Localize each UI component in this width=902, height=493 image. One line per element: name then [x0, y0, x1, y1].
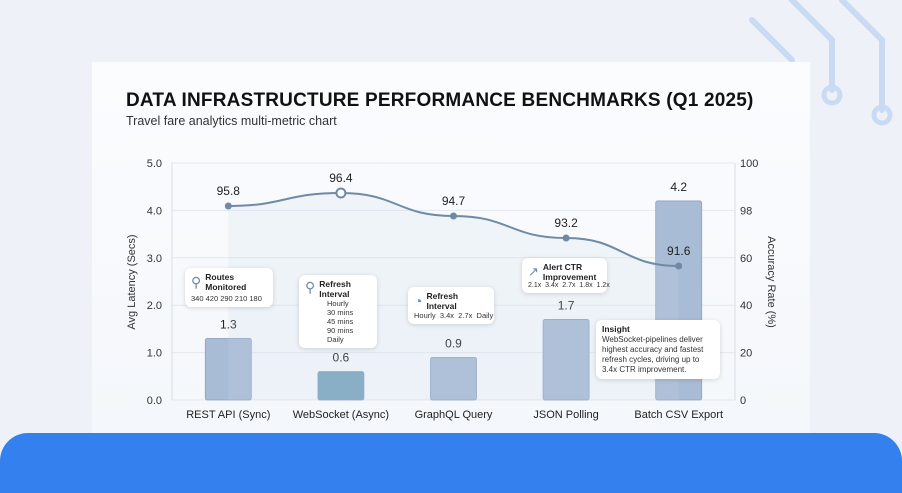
y-tick-label: 5.0 — [147, 158, 162, 170]
refresh-interval-tooltip: ⚲ Refresh Interval Hourly 30 mins 45 mins… — [299, 275, 377, 348]
line-point — [450, 212, 457, 220]
bar-value-label: 0.9 — [445, 336, 462, 350]
bar-value-label: 1.3 — [220, 317, 237, 331]
bar-value-label: 1.7 — [558, 298, 575, 312]
location-icon: ⚲ — [305, 279, 316, 295]
x-tick-label: GraphQL Query — [415, 409, 493, 421]
y2-tick-label: 60 — [740, 253, 752, 265]
y2-axis-label: Accuracy Rate (%) — [765, 236, 777, 328]
chart-subtitle: Travel fare analytics multi-metric chart — [126, 114, 337, 128]
ctr-tooltip: ↗ Alert CTR Improvement 2.1x 3.4x 2.7x 1.… — [522, 258, 610, 293]
y2-tick-label: 20 — [740, 348, 752, 360]
footer-band — [0, 433, 902, 493]
refresh-interval-tooltip-2: ◔ Refresh Interval Hourly 3.4x 2.7x Daily — [408, 287, 494, 324]
bar — [204, 337, 252, 401]
line-value-label: 94.7 — [442, 194, 466, 208]
line-point — [675, 262, 683, 270]
line-value-label: 96.4 — [329, 171, 353, 185]
x-tick-label: JSON Polling — [533, 409, 598, 421]
chart-title: DATA INFRASTRUCTURE PERFORMANCE BENCHMAR… — [126, 90, 754, 111]
y-tick-label: 1.0 — [147, 348, 162, 360]
y-tick-label: 0.0 — [147, 395, 162, 407]
y2-tick-label: 100 — [740, 158, 758, 170]
bar-value-label: 0.6 — [333, 351, 350, 365]
routes-tooltip: ⚲ Routes Monitored 340 420 290 210 180 — [185, 268, 273, 307]
map-pin-icon: ⚲ — [191, 273, 202, 290]
line-point — [335, 187, 347, 199]
chart-plot: 0.0 1.0 2.0 3.0 4.0 5.0 0 20 40 60 98 100 Avg Latenc… — [126, 158, 777, 421]
clock-icon: ◔ — [414, 293, 423, 309]
bar — [542, 319, 590, 401]
bar — [317, 371, 365, 401]
circuit-decoration — [749, 0, 893, 126]
x-tick-label: REST API (Sync) — [186, 409, 270, 421]
y-tick-label: 4.0 — [147, 205, 162, 217]
line-value-label: 95.8 — [217, 184, 241, 198]
y2-tick-label: 0 — [740, 395, 746, 407]
y-tick-label: 3.0 — [147, 253, 162, 265]
line-point — [224, 202, 232, 210]
y2-tick-label: 98 — [740, 205, 752, 217]
x-tick-label: WebSocket (Async) — [293, 409, 389, 421]
bar — [430, 356, 477, 401]
y-tick-label: 2.0 — [147, 300, 162, 312]
insight-box: Insight WebSocket-pipelines deliver high… — [596, 320, 720, 379]
line-value-label: 93.2 — [554, 216, 578, 230]
line-point — [562, 234, 570, 242]
bar-value-label: 4.2 — [670, 180, 687, 194]
y2-tick-label: 40 — [740, 300, 752, 312]
x-tick-label: Batch CSV Export — [634, 409, 723, 421]
trend-up-icon: ↗ — [528, 264, 539, 279]
line-value-label: 91.6 — [667, 244, 691, 258]
y-axis-label: Avg Latency (Secs) — [126, 234, 138, 329]
